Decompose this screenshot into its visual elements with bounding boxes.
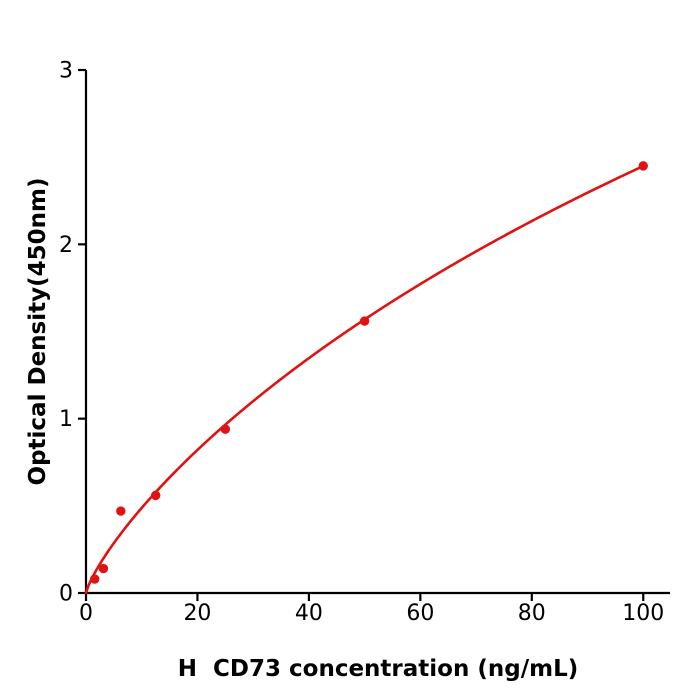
data-point (220, 424, 231, 434)
x-tick-label: 20 (183, 601, 211, 626)
data-point (116, 506, 126, 516)
data-point (150, 490, 161, 501)
x-tick-labels: 0 20 40 60 80 100 (79, 601, 664, 626)
data-point (638, 161, 648, 171)
x-axis-ticks (84, 593, 645, 601)
y-tick-label: 0 (59, 582, 73, 607)
fit-curve-line (84, 164, 645, 595)
y-tick-labels: 0 1 2 3 (59, 59, 73, 607)
x-tick-label: 80 (518, 601, 546, 626)
x-tick-label: 40 (295, 601, 323, 626)
y-axis-ticks (78, 68, 86, 595)
data-point (98, 563, 109, 574)
axes (84, 70, 670, 595)
y-axis-title: Optical Density(450nm) (25, 178, 51, 486)
data-point (359, 316, 370, 326)
y-tick-label: 2 (59, 233, 73, 258)
x-tick-label: 0 (79, 601, 93, 626)
x-tick-label: 100 (622, 601, 664, 626)
x-axis-title: H CD73 concentration (ng/mL) (178, 656, 578, 682)
data-point (90, 574, 100, 584)
x-tick-label: 60 (406, 601, 434, 626)
y-tick-label: 3 (59, 59, 73, 84)
axis-spines (84, 70, 670, 595)
y-tick-label: 1 (59, 407, 73, 432)
data-points (90, 161, 648, 584)
